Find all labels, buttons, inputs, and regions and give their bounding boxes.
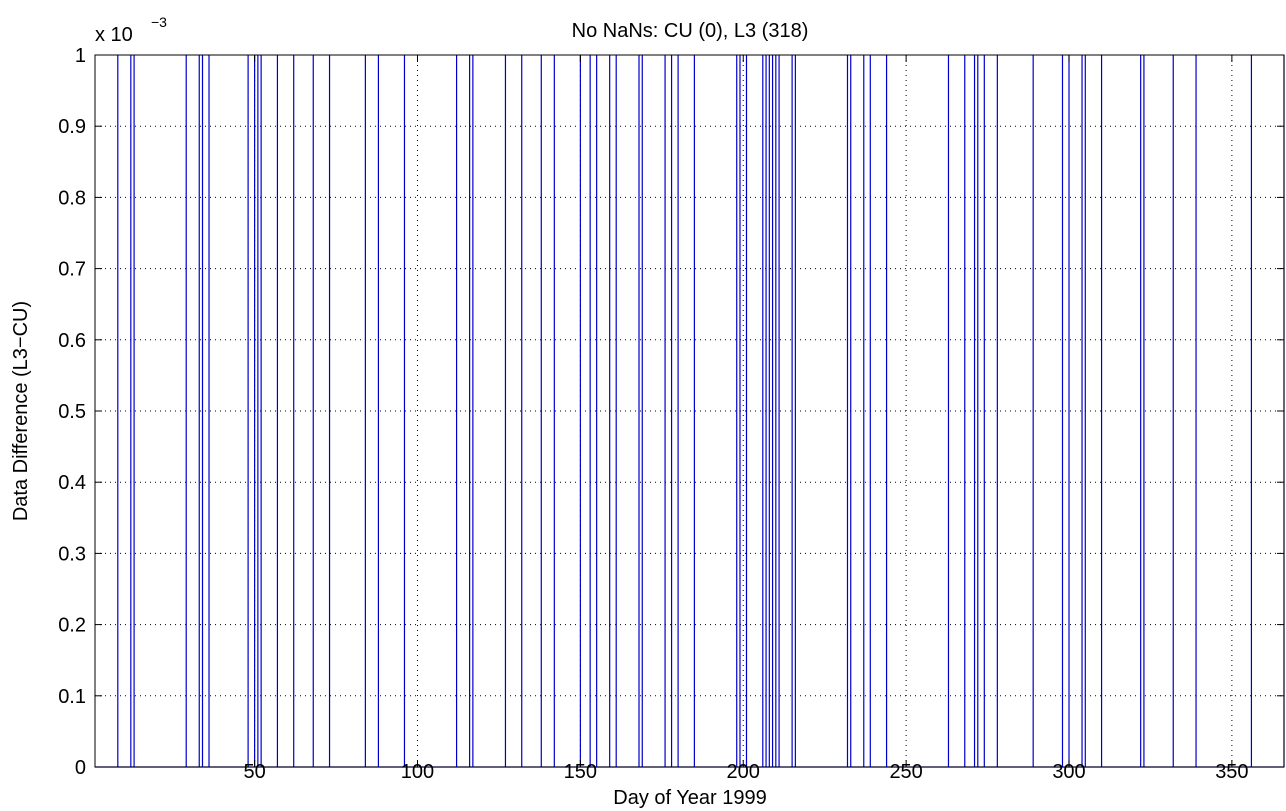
y-axis-label: Data Difference (L3−CU) xyxy=(10,301,32,521)
y-exponent-power: −3 xyxy=(151,14,167,30)
y-tick-label: 0.6 xyxy=(58,330,86,352)
y-tick-label: 0.3 xyxy=(58,543,86,565)
chart-title: No NaNs: CU (0), L3 (318) xyxy=(572,20,809,42)
y-exponent-label: x 10 xyxy=(95,24,133,46)
y-tick-label: 0.2 xyxy=(58,615,86,637)
tick-marks xyxy=(95,54,1284,768)
x-tick-label: 50 xyxy=(243,761,265,783)
y-tick-label: 0.9 xyxy=(58,116,86,138)
x-tick-label: 250 xyxy=(889,761,922,783)
y-tick-label: 0.5 xyxy=(58,401,86,423)
x-tick-label: 100 xyxy=(401,761,434,783)
y-tick-label: 0.1 xyxy=(58,686,86,708)
y-tick-label: 0.4 xyxy=(58,472,86,494)
x-tick-label: 300 xyxy=(1052,761,1085,783)
data-series xyxy=(95,55,1285,768)
y-tick-label: 0 xyxy=(75,757,86,779)
y-tick-label: 0.8 xyxy=(58,187,86,209)
x-tick-label: 150 xyxy=(564,761,597,783)
y-tick-labels: 0 0.1 0.2 0.3 0.4 0.5 0.6 0.7 0.8 0.9 1 xyxy=(58,45,86,779)
y-tick-label: 1 xyxy=(75,45,86,67)
x-tick-labels: 50 100 150 200 250 300 350 xyxy=(243,761,1248,783)
x-axis-label: Day of Year 1999 xyxy=(613,787,766,809)
x-tick-label: 200 xyxy=(727,761,760,783)
y-tick-label: 0.7 xyxy=(58,259,86,281)
x-tick-label: 350 xyxy=(1215,761,1248,783)
